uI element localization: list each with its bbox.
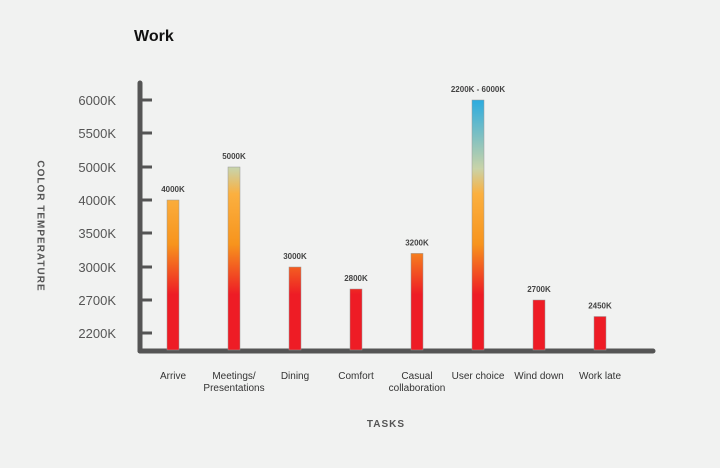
category-label: Wind down xyxy=(514,371,563,382)
data-label: 2200K - 6000K xyxy=(451,85,505,94)
chart-title: Work xyxy=(134,28,174,45)
category-label: User choice xyxy=(452,371,505,382)
y-tick-label: 3000K xyxy=(78,260,116,275)
category-label: Comfort xyxy=(338,371,374,382)
bar xyxy=(166,199,180,351)
bar xyxy=(288,266,302,351)
category-label: Arrive xyxy=(160,371,187,382)
bar xyxy=(532,299,546,351)
category-label: Meetings/Presentations xyxy=(203,371,264,394)
bar xyxy=(349,288,363,351)
category-label: Work late xyxy=(579,371,621,382)
data-label: 2700K xyxy=(527,285,551,294)
bar xyxy=(227,166,241,351)
bar xyxy=(593,316,607,351)
data-label: 2800K xyxy=(344,274,368,283)
category-label: Dining xyxy=(281,371,309,382)
y-tick-label: 2700K xyxy=(78,293,116,308)
bar xyxy=(471,99,485,351)
y-tick-label: 3500K xyxy=(78,226,116,241)
data-label: 3200K xyxy=(405,238,429,247)
category-label: Casual collaboration xyxy=(389,371,446,394)
data-label: 3000K xyxy=(283,252,307,261)
x-axis-label: TASKS xyxy=(366,419,406,430)
y-tick-label: 6000K xyxy=(78,93,116,108)
data-label: 5000K xyxy=(222,152,246,161)
data-label: 4000K xyxy=(161,185,185,194)
data-label: 2450K xyxy=(588,302,612,311)
y-tick-label: 2200K xyxy=(78,326,116,341)
y-tick-label: 4000K xyxy=(78,193,116,208)
bar xyxy=(410,253,424,351)
y-tick-label: 5000K xyxy=(78,160,116,175)
y-tick-label: 5500K xyxy=(78,126,116,141)
